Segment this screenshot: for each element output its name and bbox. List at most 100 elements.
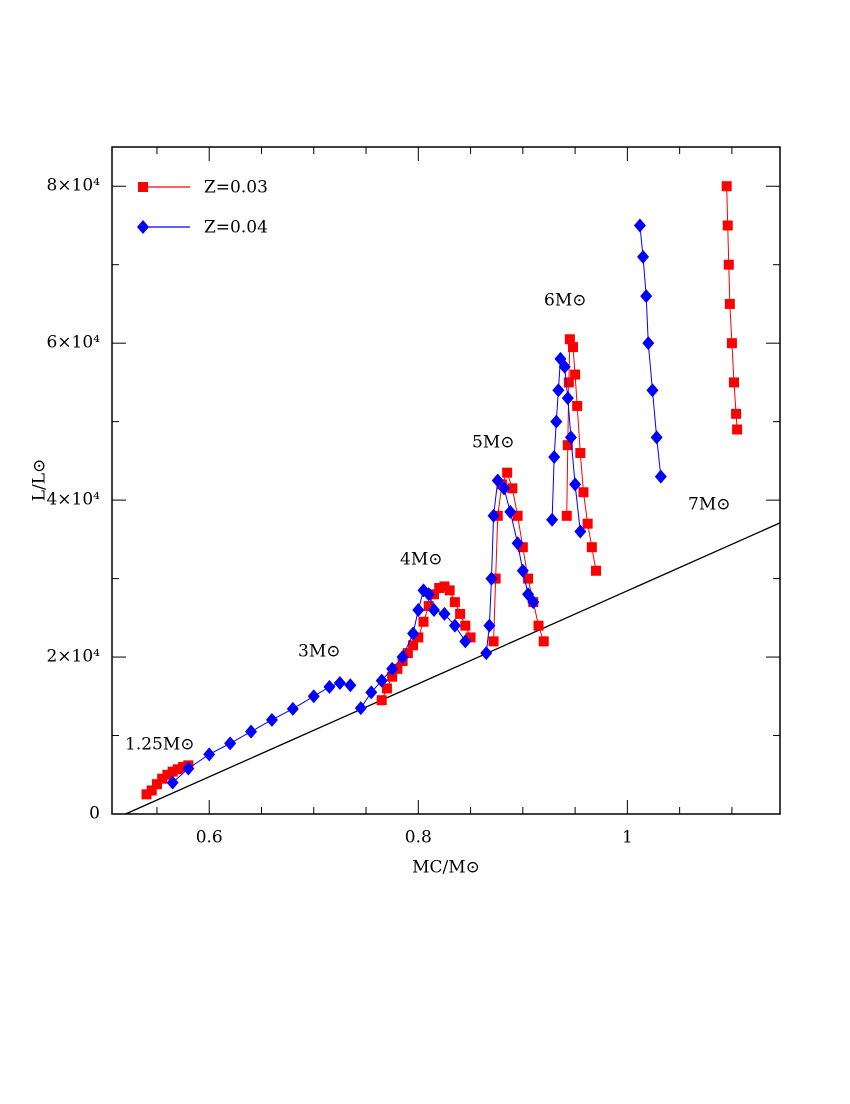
point — [550, 414, 563, 429]
point — [333, 675, 346, 690]
point — [151, 779, 162, 790]
point — [633, 218, 646, 233]
point — [561, 510, 572, 521]
point — [162, 769, 173, 780]
point — [344, 678, 357, 693]
point — [721, 181, 732, 192]
point — [224, 736, 237, 751]
x-axis-label: MC/M⊙ — [412, 858, 480, 878]
legend-label: Z=0.03 — [204, 178, 268, 198]
point — [166, 775, 179, 790]
point — [527, 595, 540, 610]
point — [570, 369, 581, 380]
plot-frame — [111, 146, 781, 815]
point — [245, 724, 258, 739]
point — [418, 616, 429, 627]
point — [422, 587, 435, 602]
point — [365, 685, 378, 700]
point — [141, 789, 152, 800]
point — [460, 620, 471, 631]
point — [507, 483, 518, 494]
annotation: 1.25M⊙ — [125, 735, 195, 755]
annotation: 4M⊙ — [400, 550, 442, 570]
series-line — [172, 225, 662, 783]
point — [376, 695, 387, 706]
point — [444, 585, 455, 596]
point — [561, 391, 574, 406]
point — [354, 701, 367, 716]
x-tick-label: 0.6 — [196, 828, 223, 848]
point — [396, 650, 409, 665]
point — [726, 338, 737, 349]
point — [480, 646, 493, 661]
point — [407, 626, 420, 641]
point — [563, 377, 574, 388]
point — [178, 761, 189, 772]
point — [564, 334, 575, 345]
point — [574, 524, 587, 539]
reference-line — [125, 522, 781, 815]
annotation: 5M⊙ — [472, 433, 514, 453]
point — [654, 469, 667, 484]
point — [485, 571, 498, 586]
point — [569, 477, 582, 492]
point — [402, 648, 413, 659]
point — [412, 602, 425, 617]
series-line — [146, 186, 738, 795]
point — [146, 785, 157, 796]
point — [562, 440, 573, 451]
point — [375, 673, 388, 688]
point — [533, 620, 544, 631]
point — [582, 518, 593, 529]
point — [167, 766, 178, 777]
point — [408, 640, 419, 651]
point — [502, 467, 513, 478]
annotation: 3M⊙ — [298, 642, 340, 662]
point — [586, 542, 597, 553]
y-tick-label: 4×10⁴ — [46, 490, 100, 510]
point — [438, 606, 451, 621]
point — [157, 773, 168, 784]
point — [381, 683, 392, 694]
point — [642, 336, 655, 351]
point — [591, 565, 602, 576]
point — [434, 583, 445, 594]
point — [465, 632, 476, 643]
y-axis-label: L/L⊙ — [30, 459, 50, 502]
x-tick-label: 1 — [622, 828, 633, 848]
point — [538, 636, 549, 647]
y-tick-label: 8×10⁴ — [46, 176, 100, 196]
point — [552, 383, 565, 398]
point — [722, 220, 733, 231]
point — [323, 679, 336, 694]
point — [568, 342, 579, 353]
legend-label: Z=0.04 — [204, 218, 268, 238]
point — [455, 608, 466, 619]
point — [548, 449, 561, 464]
point — [488, 636, 499, 647]
y-tick-label: 0 — [89, 804, 100, 824]
point — [646, 383, 659, 398]
point — [449, 597, 460, 608]
point — [286, 701, 299, 716]
point — [307, 689, 320, 704]
point — [427, 602, 440, 617]
annotation: 7M⊙ — [688, 495, 730, 515]
point — [523, 573, 534, 584]
point — [575, 448, 586, 459]
point — [172, 764, 183, 775]
point — [729, 377, 740, 388]
point — [386, 661, 399, 676]
point — [558, 359, 571, 374]
point — [498, 481, 511, 496]
point — [459, 634, 472, 649]
point — [203, 747, 216, 762]
point — [413, 632, 424, 643]
point — [439, 581, 450, 592]
point — [546, 512, 559, 527]
point — [423, 601, 434, 612]
point — [387, 671, 398, 682]
point — [265, 712, 278, 727]
point — [650, 430, 663, 445]
